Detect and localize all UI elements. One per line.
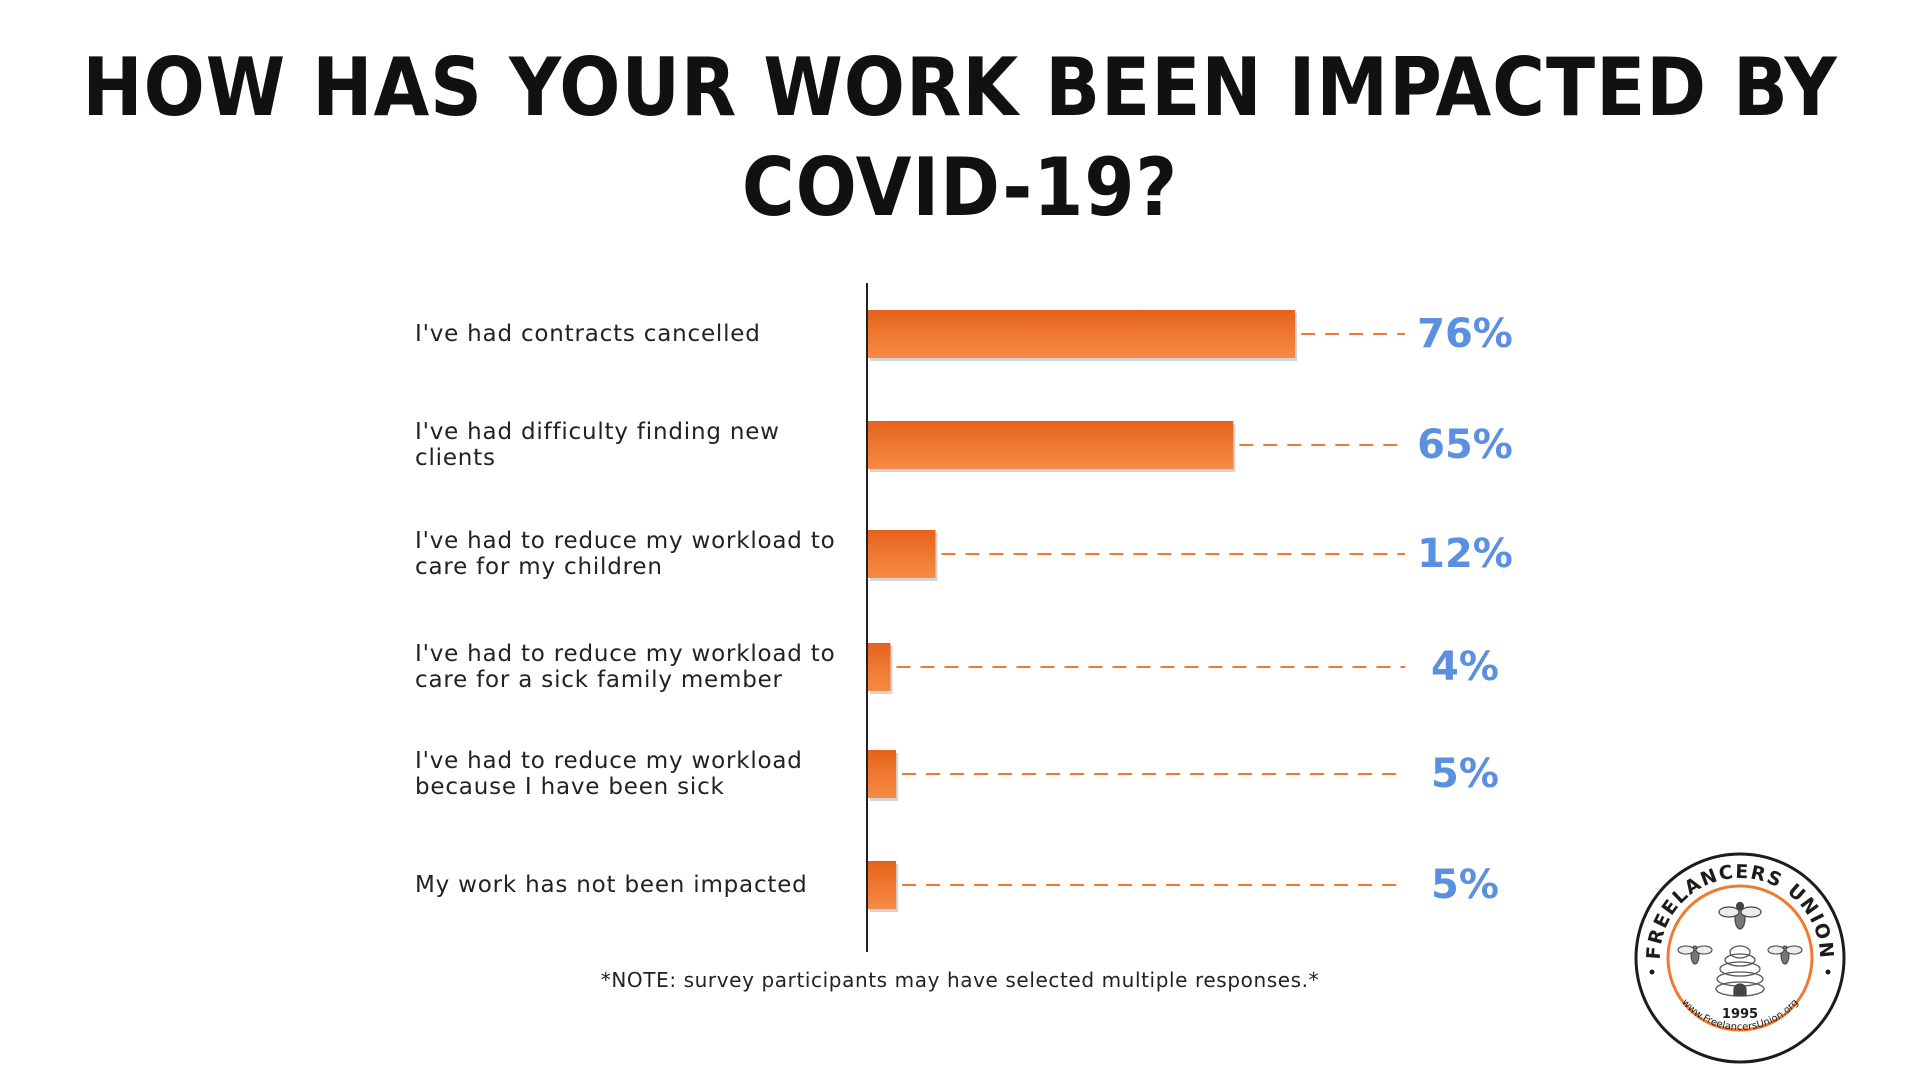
freelancers-union-logo: FREELANCERS UNION www.FreelancersUnion.o… xyxy=(1634,852,1846,1064)
data-label: 12% xyxy=(1417,531,1513,577)
category-label: I've had to reduce my workload because I… xyxy=(415,734,855,814)
category-label-text: I've had to reduce my workload to care f… xyxy=(415,641,836,693)
bar xyxy=(868,861,897,909)
chart-title: HOW HAS YOUR WORK BEEN IMPACTED BY COVID… xyxy=(0,38,1920,238)
category-label-text: I've had contracts cancelled xyxy=(415,321,761,347)
bar xyxy=(868,310,1296,358)
data-label: 4% xyxy=(1431,644,1499,690)
beehive-icon xyxy=(1715,945,1765,997)
survey-note: *NOTE: survey participants may have sele… xyxy=(0,968,1920,992)
category-label: My work has not been impacted xyxy=(415,845,855,925)
category-label: I've had difficulty finding new clients xyxy=(415,405,855,485)
bar xyxy=(868,421,1234,469)
category-label: I've had to reduce my workload to care f… xyxy=(415,627,855,707)
chart-title-line-1: HOW HAS YOUR WORK BEEN IMPACTED BY xyxy=(82,41,1838,134)
data-label: 5% xyxy=(1431,862,1499,908)
data-label: 76% xyxy=(1417,311,1513,357)
bar xyxy=(868,530,936,578)
bars-group xyxy=(868,310,1405,912)
category-label-text: I've had to reduce my workload to care f… xyxy=(415,528,836,580)
category-label-text: My work has not been impacted xyxy=(415,872,808,898)
category-label-text: I've had to reduce my workload because I… xyxy=(415,748,803,800)
category-label: I've had to reduce my workload to care f… xyxy=(415,514,855,594)
survey-note-text: *NOTE: survey participants may have sele… xyxy=(600,968,1320,992)
bee-icon-left xyxy=(1677,945,1713,965)
bar xyxy=(868,643,891,691)
data-label: 65% xyxy=(1417,422,1513,468)
chart-title-line-2: COVID-19? xyxy=(741,141,1179,234)
bee-icon xyxy=(1718,901,1762,930)
bee-icon-right xyxy=(1767,945,1803,965)
category-label-text: I've had difficulty finding new clients xyxy=(415,419,780,471)
data-label: 5% xyxy=(1431,751,1499,797)
bar xyxy=(868,750,897,798)
logo-year: 1995 xyxy=(1722,1007,1758,1022)
category-label: I've had contracts cancelled xyxy=(415,294,855,374)
